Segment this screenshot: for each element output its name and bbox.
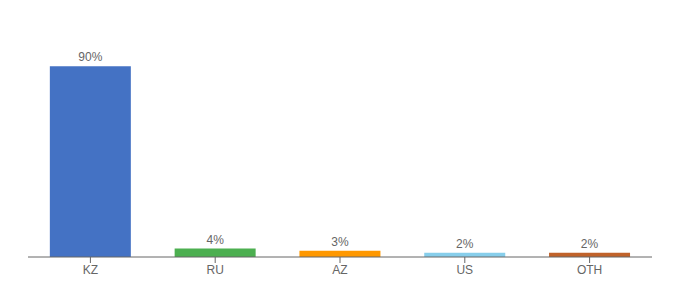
svg-text:KZ: KZ [83,263,98,277]
svg-text:3%: 3% [331,235,349,249]
svg-text:4%: 4% [206,233,224,247]
svg-text:90%: 90% [78,50,102,64]
svg-text:OTH: OTH [577,263,602,277]
svg-text:AZ: AZ [332,263,347,277]
svg-text:RU: RU [207,263,224,277]
svg-text:2%: 2% [581,237,599,251]
svg-text:2%: 2% [456,237,474,251]
svg-text:US: US [456,263,473,277]
